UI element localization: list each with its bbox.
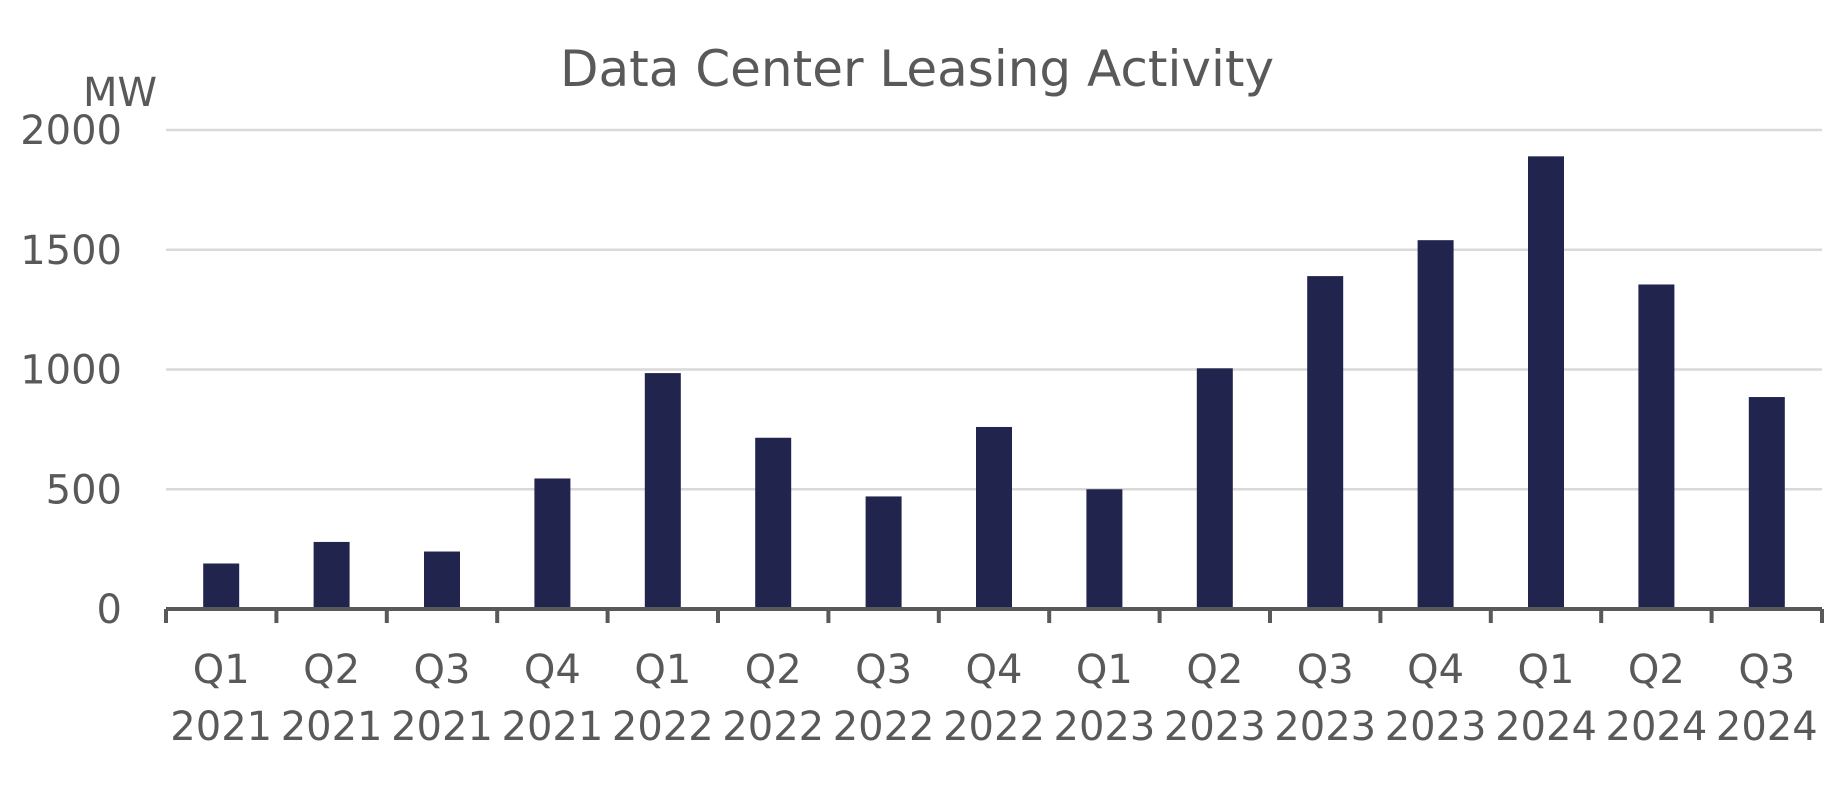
x-label-year: 2024 (1495, 704, 1597, 750)
x-label-year: 2022 (722, 704, 824, 750)
x-label-quarter: Q3 (855, 647, 912, 693)
x-label-year: 2023 (1164, 704, 1266, 750)
bar-q2-2023 (1196, 368, 1233, 609)
bar-q3-2021 (424, 551, 460, 609)
bar-q1-2022 (644, 373, 681, 609)
y-tick-label: 1000 (20, 348, 122, 394)
x-label-year: 2024 (1716, 704, 1818, 750)
x-label-year: 2024 (1606, 704, 1708, 750)
bar-q2-2022 (755, 437, 792, 609)
x-label-quarter: Q2 (1186, 647, 1243, 693)
x-label-year: 2021 (391, 704, 493, 750)
bar-q3-2024 (1748, 397, 1785, 609)
x-label-quarter: Q1 (634, 647, 691, 693)
x-label-quarter: Q4 (1407, 647, 1464, 693)
x-label-quarter: Q4 (966, 647, 1023, 693)
bar-q1-2021 (203, 563, 240, 609)
x-label-quarter: Q3 (1738, 647, 1795, 693)
x-label-year: 2021 (502, 704, 604, 750)
x-axis (164, 607, 1824, 623)
x-label-year: 2023 (1054, 704, 1156, 750)
x-label-year: 2022 (833, 704, 935, 750)
y-tick-label: 500 (46, 467, 122, 513)
y-tick-label: 1500 (20, 228, 122, 274)
x-label-year: 2021 (281, 704, 383, 750)
x-label-quarter: Q3 (414, 647, 471, 693)
bars (203, 156, 1785, 610)
bar-q1-2024 (1528, 156, 1564, 609)
x-label-year: 2023 (1274, 704, 1376, 750)
bar-q2-2024 (1638, 284, 1675, 609)
x-label-quarter: Q1 (193, 647, 250, 693)
x-label-quarter: Q1 (1518, 647, 1575, 693)
x-axis-category-labels: Q1 2021 Q2 2021 Q3 2021 Q4 2021 Q1 2022 Q2 2022 Q3 20… (170, 647, 1817, 750)
y-axis-unit-label: MW (83, 70, 157, 116)
bar-q4-2022 (976, 426, 1012, 609)
x-label-quarter: Q3 (1297, 647, 1354, 693)
y-tick-label: 2000 (20, 108, 122, 154)
x-label-quarter: Q1 (1076, 647, 1133, 693)
x-label-year: 2022 (612, 704, 714, 750)
chart-title: Data Center Leasing Activity (560, 40, 1274, 98)
x-label-quarter: Q2 (1628, 647, 1685, 693)
y-axis-tick-labels: 0 500 1000 1500 2000 (20, 108, 122, 633)
x-label-year: 2023 (1385, 704, 1487, 750)
y-tick-label: 0 (97, 587, 122, 633)
bar-q3-2022 (865, 496, 902, 609)
bar-q3-2023 (1307, 276, 1344, 609)
x-label-year: 2021 (170, 704, 272, 750)
bar-q4-2023 (1417, 240, 1454, 610)
bar-q4-2021 (534, 478, 571, 609)
x-label-year: 2022 (943, 704, 1045, 750)
bar-q1-2023 (1086, 489, 1123, 609)
x-label-quarter: Q4 (524, 647, 581, 693)
bar-q2-2021 (313, 541, 350, 609)
x-label-quarter: Q2 (303, 647, 360, 693)
x-label-quarter: Q2 (745, 647, 802, 693)
